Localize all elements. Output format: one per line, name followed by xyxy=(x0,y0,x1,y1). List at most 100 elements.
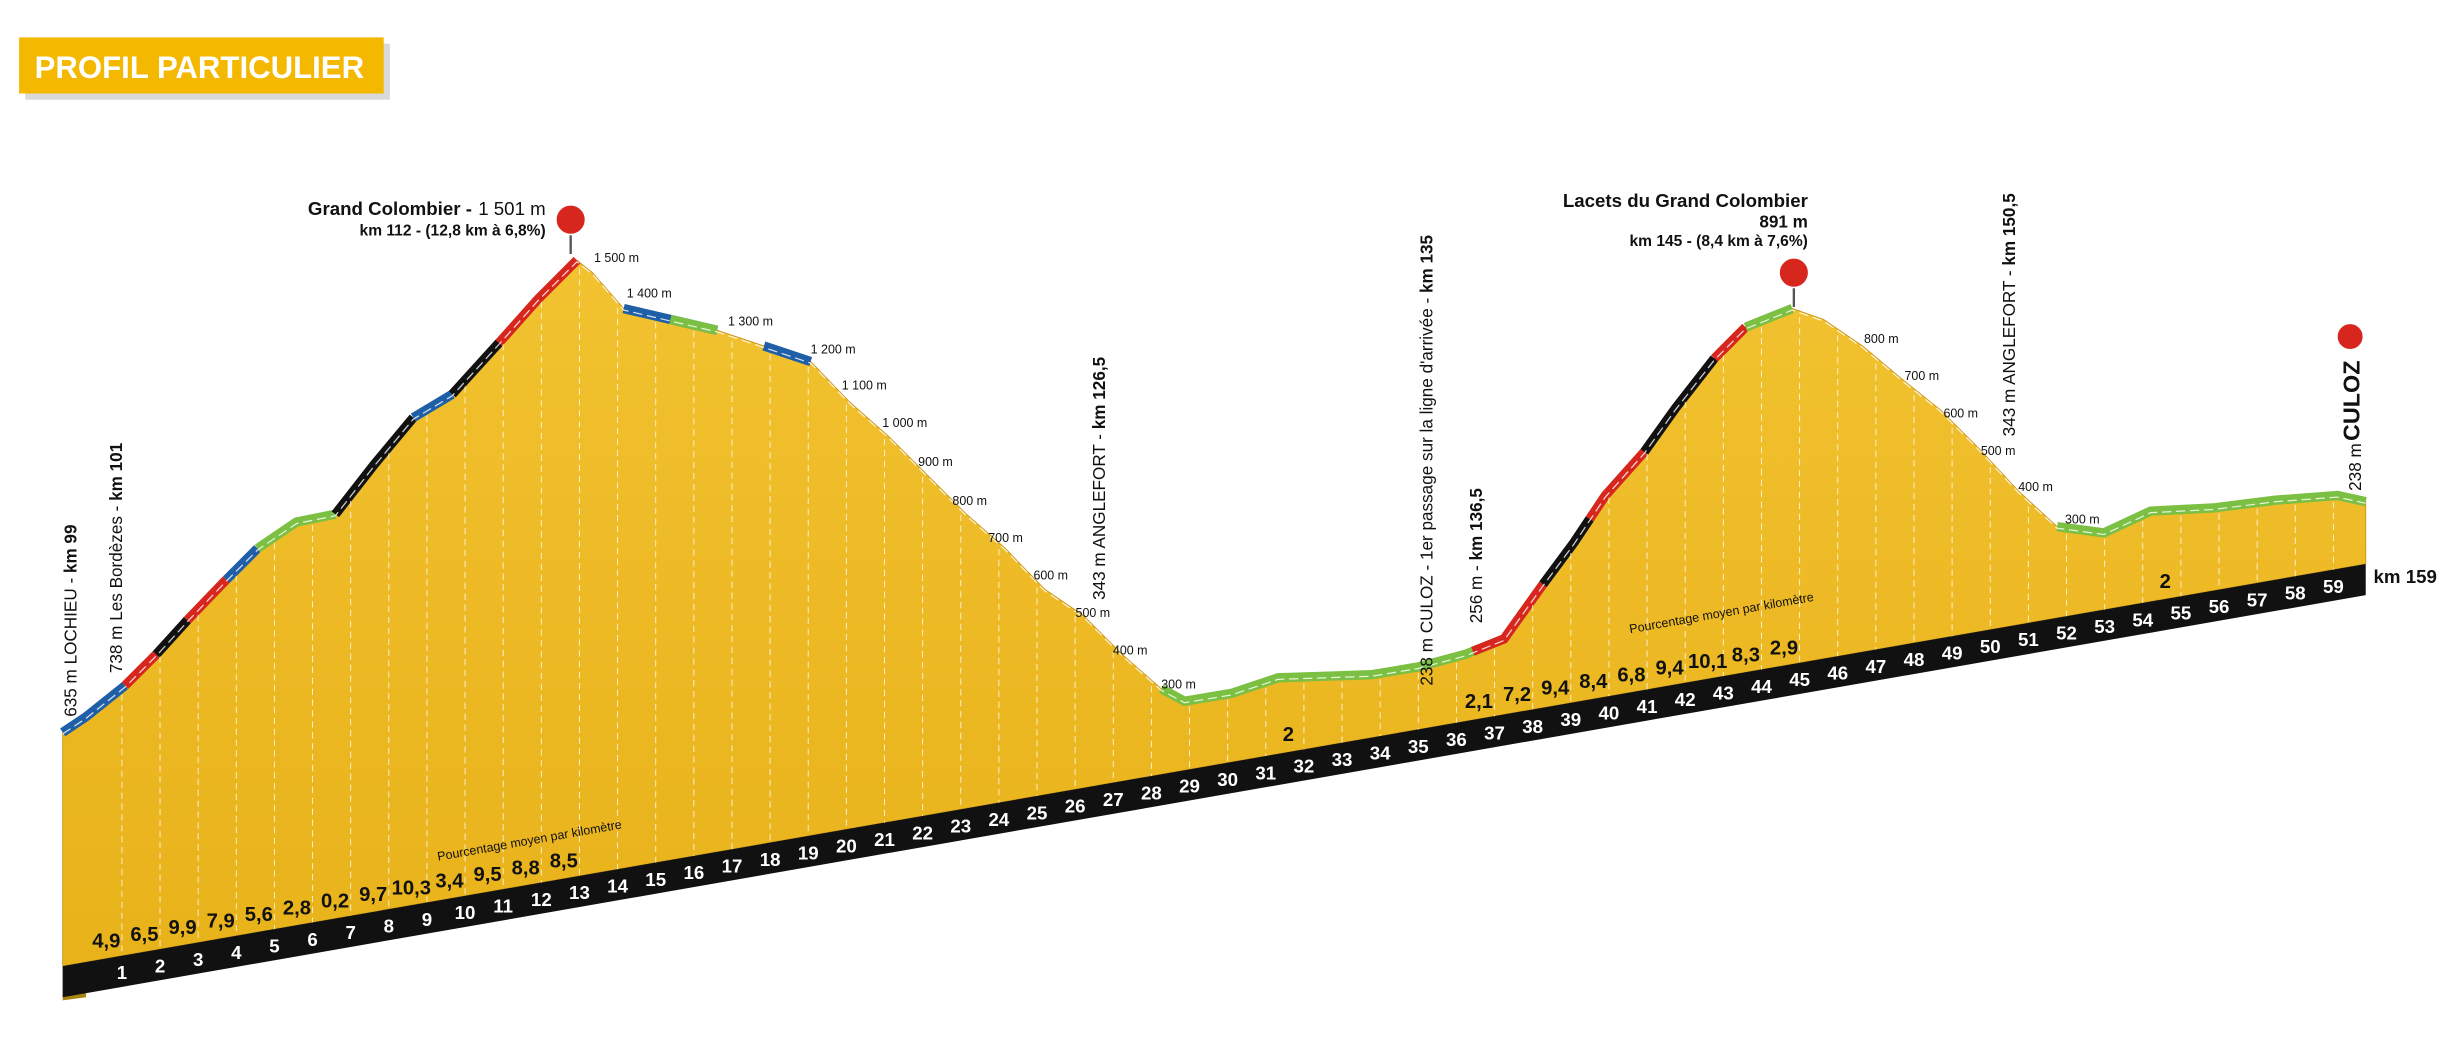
km-mark: 53 xyxy=(2094,616,2115,637)
km-mark: 54 xyxy=(2132,609,2153,630)
climb-edge xyxy=(669,314,719,335)
climb-edge xyxy=(60,681,128,737)
altitude-label: 500 m xyxy=(1981,444,2016,458)
place-label: 343 m ANGLEFORT - km 126,5 xyxy=(1089,356,1109,600)
altitude-label: 300 m xyxy=(1161,678,1196,692)
km-mark: 49 xyxy=(1942,643,1963,664)
km-mark: 44 xyxy=(1751,676,1772,697)
gradient: 5,6 xyxy=(245,904,273,926)
km-mark: 35 xyxy=(1408,736,1429,757)
place-name: 738 m Les Bordèzes - xyxy=(106,501,126,673)
km-mark: 5 xyxy=(269,935,279,956)
place-label: 343 m ANGLEFORT - km 150,5 xyxy=(1999,193,2019,437)
place-km: km 99 xyxy=(61,525,81,574)
climb-edge xyxy=(254,509,337,553)
altitude-label: 1 000 m xyxy=(882,416,927,430)
summit-detail: km 145 - (8,4 km à 7,6%) xyxy=(1629,233,1807,250)
gradient: 9,4 xyxy=(1541,678,1570,700)
altitude-label: 1 200 m xyxy=(811,343,856,357)
altitude-label: 500 m xyxy=(1076,606,1111,620)
km-mark: 52 xyxy=(2056,623,2077,644)
altitude-label: 300 m xyxy=(2065,513,2100,527)
climb-edge xyxy=(410,390,455,422)
km-mark: 55 xyxy=(2170,603,2191,624)
gradient: 8,8 xyxy=(512,857,540,879)
climb-edge xyxy=(2056,490,2367,538)
km-mark: 31 xyxy=(1255,762,1276,783)
km-mark: 58 xyxy=(2285,583,2306,604)
climb-edge xyxy=(1743,304,1795,332)
km-mark: 15 xyxy=(645,869,666,890)
altitude-label: 800 m xyxy=(952,494,987,508)
km-mark: 46 xyxy=(1827,663,1848,684)
gradient: 8,4 xyxy=(1579,671,1608,693)
badge xyxy=(19,37,384,94)
gradient: 2 xyxy=(2160,571,2171,593)
summit-title: Grand Colombier - xyxy=(308,198,472,219)
km-mark: 27 xyxy=(1103,789,1124,810)
climb-edge xyxy=(331,414,417,518)
place-name: 343 m ANGLEFORT - xyxy=(1999,266,2019,437)
km-mark: 34 xyxy=(1370,742,1391,763)
place-label: 238 m CULOZ - 1er passage sur la ligne d… xyxy=(1416,234,1436,685)
km-mark: 59 xyxy=(2323,576,2344,597)
gradient: 0,2 xyxy=(321,891,349,913)
gradient: 8,5 xyxy=(550,851,578,873)
finish-icon xyxy=(2334,320,2366,353)
summit-icon xyxy=(553,202,588,237)
altitude-label: 600 m xyxy=(1033,569,1068,583)
km-mark: 14 xyxy=(607,876,628,897)
altitude-label: 800 m xyxy=(1864,332,1899,346)
gradient: 10,1 xyxy=(1688,651,1727,673)
km-mark: 4 xyxy=(231,942,242,963)
place-label: 635 m LOCHIEU - km 99 xyxy=(61,525,81,717)
gradient: 2,1 xyxy=(1465,691,1493,713)
place-km: km 135 xyxy=(1416,234,1436,293)
altitude-label: 1 100 m xyxy=(842,379,887,393)
km-mark: 50 xyxy=(1980,636,2001,657)
km-mark: 51 xyxy=(2018,629,2039,650)
climb-edge xyxy=(1585,448,1648,522)
km-mark: 13 xyxy=(569,882,590,903)
km-mark: 25 xyxy=(1027,802,1048,823)
climb-edge xyxy=(448,339,503,398)
gradient: 9,4 xyxy=(1656,658,1685,680)
climb-edge xyxy=(183,576,230,624)
km-mark: 57 xyxy=(2247,589,2268,610)
climb-edge xyxy=(121,651,160,689)
profile: 1 2 3 4 5 6 7 8 9 10 11 12 13 14 15 16 17 18 19 20 21 22 23 24 2… xyxy=(60,190,2437,1001)
km-mark: 2 xyxy=(155,955,165,976)
badge-text: PROFIL PARTICULIER xyxy=(35,50,364,85)
altitude-label: 900 m xyxy=(918,455,953,469)
km-mark: 11 xyxy=(493,896,513,917)
place-km: km 150,5 xyxy=(1999,193,2019,266)
place-name: 635 m LOCHIEU - xyxy=(61,573,81,717)
km-mark: 7 xyxy=(345,922,355,943)
km-mark: 38 xyxy=(1522,716,1543,737)
km-mark: 23 xyxy=(950,816,971,837)
km-mark: 3 xyxy=(193,949,203,970)
gradient: 6,5 xyxy=(130,924,158,946)
climb-edge xyxy=(1711,323,1749,362)
km-mark: 1 xyxy=(117,962,127,983)
km-mark: 32 xyxy=(1294,756,1315,777)
km-mark: 18 xyxy=(760,849,781,870)
km-mark: 12 xyxy=(531,889,552,910)
altitude-label: 600 m xyxy=(1943,407,1978,421)
km-mark: 33 xyxy=(1332,749,1353,770)
place-km: km 136,5 xyxy=(1466,488,1486,561)
gradient: 7,2 xyxy=(1503,684,1531,706)
km-mark: 42 xyxy=(1675,689,1696,710)
km-mark: 56 xyxy=(2209,596,2230,617)
gradient: 2,8 xyxy=(283,897,311,919)
altitude-label: 700 m xyxy=(988,531,1023,545)
km-mark: 20 xyxy=(836,836,857,857)
profile-body xyxy=(62,259,2367,967)
km-mark: 41 xyxy=(1637,696,1658,717)
gradient: 9,9 xyxy=(169,917,197,939)
place-label: 738 m Les Bordèzes - km 101 xyxy=(106,442,126,673)
summit-icon xyxy=(1776,255,1812,290)
summit-altitude: 1 501 m xyxy=(478,198,546,219)
km-mark: 39 xyxy=(1560,709,1581,730)
